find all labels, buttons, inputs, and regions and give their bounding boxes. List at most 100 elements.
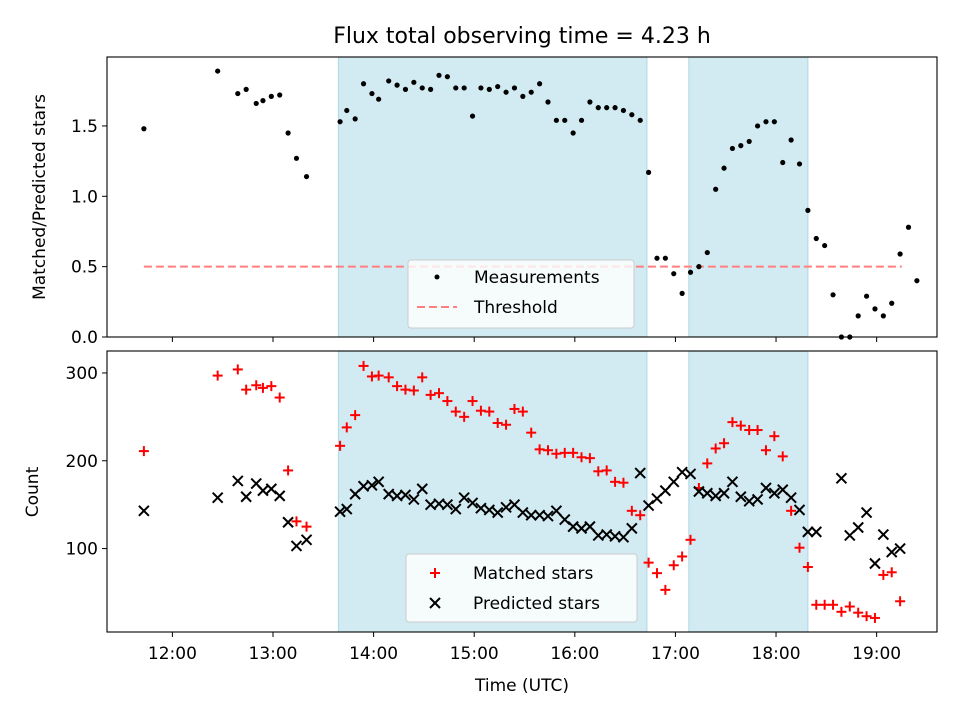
matched-stars-point [668, 560, 679, 571]
ratio-y-axis-label: Matched/Predicted stars [30, 94, 50, 300]
measurement-point [578, 117, 585, 123]
measurement-point [704, 249, 710, 256]
predicted-stars-point [416, 483, 428, 495]
matched-stars-point [853, 607, 864, 618]
measurement-point [763, 119, 769, 125]
measurement-point [376, 96, 382, 102]
y-tick-label: 0.5 [71, 258, 98, 278]
matched-stars-point [335, 440, 346, 451]
matched-stars-point [719, 438, 730, 449]
matched-stars-point [618, 477, 629, 488]
matched-stars-point [769, 431, 780, 442]
predicted-stars-point [709, 490, 722, 502]
matched-stars-point [643, 557, 654, 568]
measurement-point [863, 293, 870, 299]
matched-stars-point [492, 418, 503, 429]
predicted-stars-point [668, 476, 680, 488]
matched-stars-point [802, 562, 813, 573]
measurement-point [141, 126, 147, 132]
measurement-point [889, 300, 895, 306]
matched-stars-point [417, 372, 428, 383]
matched-stars-point [341, 422, 352, 433]
predicted-stars-point [366, 479, 378, 492]
count-panel-frame [106, 350, 938, 633]
predicted-stars-point [441, 498, 454, 511]
predicted-stars-point [626, 522, 638, 535]
measurement-point [386, 78, 392, 84]
predicted-stars-point [273, 490, 286, 502]
measurement-point [771, 119, 777, 125]
x-axis-label: Time (UTC) [474, 676, 569, 696]
measurement-point [872, 306, 878, 312]
p0-shaded-interval-1 [688, 56, 809, 338]
count-legend-box [405, 553, 638, 623]
predicted-stars-point [877, 528, 890, 541]
predicted-stars-point [257, 484, 269, 497]
measurement-point [620, 107, 627, 114]
matched-stars-point [895, 596, 906, 607]
matched-stars-point [425, 389, 436, 400]
predicted-stars-point [718, 487, 730, 499]
measurement-point [428, 86, 434, 92]
measurement-point [478, 85, 484, 91]
measurement-point [855, 313, 861, 319]
y-tick-label: 200 [66, 452, 98, 472]
matched-stars-point [584, 453, 595, 464]
measurement-point [260, 98, 266, 104]
measurement-point [830, 292, 836, 298]
matched-stars-point [735, 420, 746, 431]
measurement-point [780, 159, 786, 166]
matched-stars-point [501, 419, 512, 430]
ratio-panel-frame [106, 56, 938, 338]
matched-stars-point [677, 551, 688, 562]
matched-stars-point [886, 567, 897, 578]
y-tick-label: 100 [66, 540, 98, 560]
measurement-point [696, 264, 702, 270]
matched-stars-point [291, 516, 302, 527]
measurement-point [285, 130, 291, 136]
matched-stars-point [509, 403, 520, 414]
measurement-point [897, 251, 903, 257]
measurement-point [604, 105, 610, 111]
matched-stars-point [559, 447, 570, 458]
measurement-point [293, 155, 300, 161]
measurement-point [495, 83, 501, 90]
matched-stars-point [383, 372, 394, 383]
matched-stars-point [869, 612, 880, 623]
measurement-point [360, 81, 367, 87]
predicted-stars-point [894, 542, 906, 555]
ratio-legend-box [407, 259, 635, 329]
predicted-stars-point [659, 484, 672, 497]
predicted-stars-point [575, 522, 588, 535]
matched-stars-point [878, 569, 889, 580]
measurement-point [243, 86, 249, 92]
measurement-point [562, 117, 568, 123]
measurement-point [268, 93, 274, 99]
predicted-stars-point [886, 546, 898, 558]
measurement-point [629, 112, 635, 118]
matched-stars-point [819, 599, 830, 610]
matched-stars-point [651, 568, 662, 579]
measurement-point [528, 89, 534, 95]
predicted-stars-point [793, 504, 806, 516]
measurement-point [612, 105, 618, 111]
matched-stars-point [283, 465, 294, 476]
predicted-stars-point [835, 472, 848, 485]
predicted-stars-point [785, 491, 797, 504]
measurement-point [822, 242, 828, 249]
matched-stars-point [534, 444, 545, 455]
measurement-point [587, 99, 593, 105]
measurement-point [813, 235, 819, 242]
predicted-stars-point [600, 528, 613, 541]
matched-stars-point [576, 452, 587, 463]
legend-predicted-marker [429, 597, 441, 609]
measurement-point [654, 255, 660, 261]
measurement-point [796, 161, 803, 167]
predicted-stars-point [726, 476, 739, 488]
predicted-stars-point [760, 482, 772, 494]
legend-label-predicted: Predicted stars [473, 594, 600, 614]
measurement-point [444, 74, 450, 80]
predicted-stars-point [852, 521, 864, 534]
x-tick-label: 14:00 [349, 644, 398, 664]
